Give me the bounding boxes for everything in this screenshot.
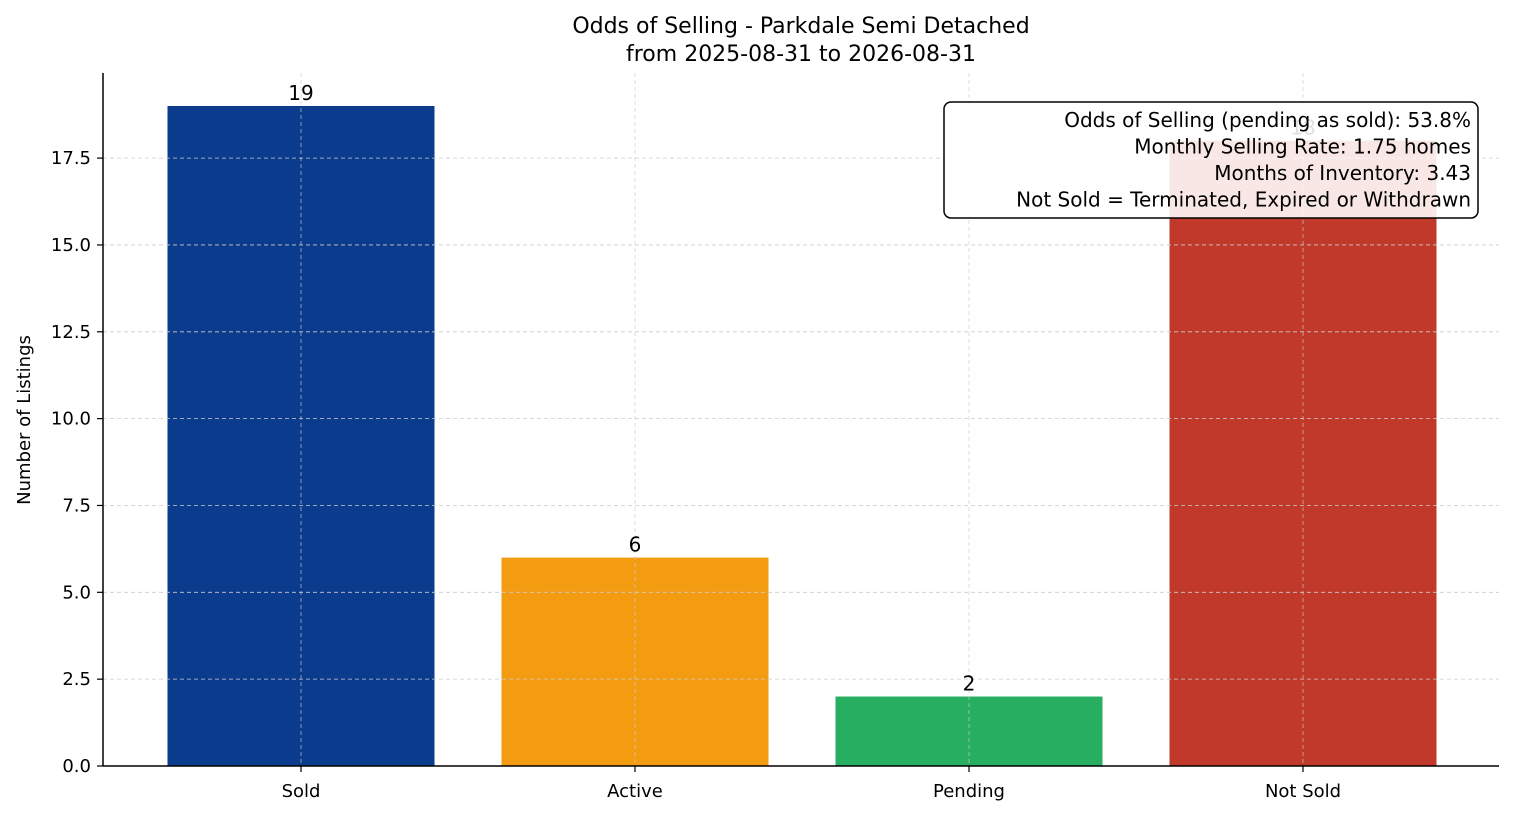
y-tick-label: 10.0: [51, 409, 91, 430]
chart-title: Odds of Selling - Parkdale Semi Detached: [572, 14, 1029, 39]
annotation-box-frame: [943, 101, 1479, 219]
x-tick-label: Active: [607, 781, 663, 802]
y-tick-label: 0.0: [62, 756, 91, 777]
x-tick-label: Pending: [933, 781, 1005, 802]
chart-subtitle: from 2025-08-31 to 2026-08-31: [626, 42, 976, 67]
bar-value-label: 6: [629, 533, 642, 557]
bar-sold: [167, 106, 435, 766]
x-tick-label: Not Sold: [1265, 781, 1341, 802]
y-tick-label: 2.5: [62, 669, 91, 690]
annotation-line: Not Sold = Terminated, Expired or Withdr…: [1016, 188, 1471, 212]
y-tick-label: 12.5: [51, 322, 91, 343]
bar-value-label: 2: [963, 672, 976, 696]
bar-value-label: 19: [288, 81, 313, 105]
stats-annotation-box: Odds of Selling (pending as sold): 53.8%…: [943, 101, 1479, 219]
y-tick-label: 15.0: [51, 235, 91, 256]
annotation-line: Monthly Selling Rate: 1.75 homes: [1134, 135, 1471, 159]
y-tick-label: 5.0: [62, 582, 91, 603]
annotation-line: Odds of Selling (pending as sold): 53.8%: [1064, 108, 1471, 132]
annotation-line: Months of Inventory: 3.43: [1214, 161, 1471, 185]
y-axis-label: Number of Listings: [14, 335, 35, 505]
y-tick-label: 17.5: [51, 148, 91, 169]
axes: 0.0 2.5 5.0 7.5 10.0 12.5 15.0 17.5 Sold Active Pe…: [51, 73, 1499, 802]
x-tick-label: Sold: [282, 781, 321, 802]
y-tick-label: 7.5: [62, 495, 91, 516]
